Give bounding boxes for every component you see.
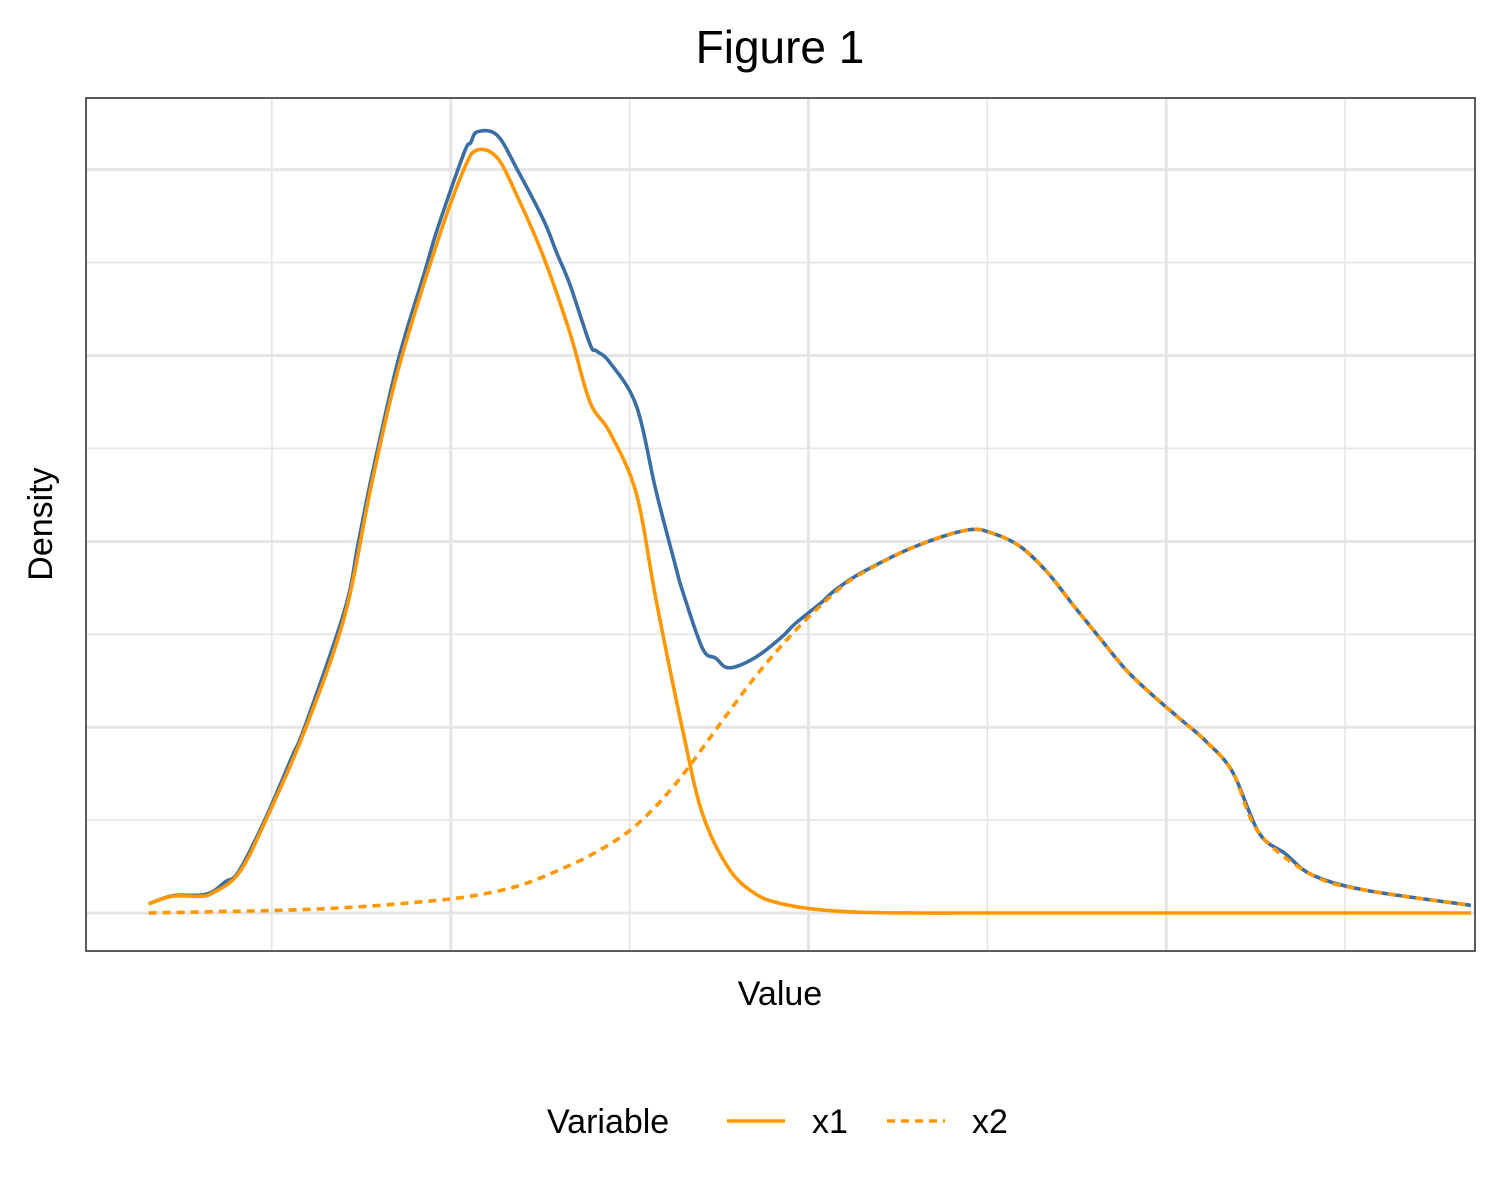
plot-series: [148, 128, 1472, 915]
chart-title: Figure 1: [696, 21, 865, 73]
legend-label-x1: x1: [812, 1103, 848, 1141]
series-line-x1: [148, 147, 1471, 915]
plot-gridlines: [87, 99, 1474, 950]
plot-panel-border: [85, 97, 1476, 952]
legend-title: Variable: [547, 1103, 669, 1141]
series-line-x2: [148, 527, 1472, 915]
y-axis-label: Density: [22, 467, 60, 580]
legend-label-x2: x2: [972, 1103, 1008, 1141]
legend: Variable x1 x2: [547, 1103, 1008, 1141]
x-axis-label: Value: [738, 975, 822, 1013]
